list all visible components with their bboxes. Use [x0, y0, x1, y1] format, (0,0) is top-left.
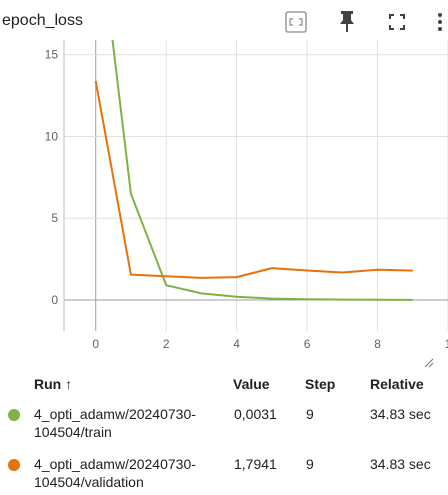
run-value: 0,0031 — [234, 406, 277, 422]
x-tick-label: 2 — [163, 337, 170, 351]
series-line[interactable] — [94, 80, 413, 279]
y-tick-label: 5 — [51, 211, 58, 225]
run-relative: 34.83 sec — [370, 456, 431, 472]
resize-handle-icon[interactable] — [424, 358, 434, 368]
header-value[interactable]: Value — [233, 376, 270, 392]
run-color-dot — [8, 459, 20, 471]
run-relative: 34.83 sec — [370, 406, 431, 422]
run-name: 4_opti_adamw/20240730- 104504/validation — [34, 456, 196, 490]
run-value: 1,7941 — [234, 456, 277, 472]
x-tick-label: 4 — [233, 337, 240, 351]
more-options-button[interactable] — [424, 6, 448, 38]
x-tick-label: 8 — [374, 337, 381, 351]
x-tick-label: 6 — [304, 337, 311, 351]
series-line[interactable] — [96, 40, 413, 301]
run-color-dot — [8, 409, 20, 421]
pin-button[interactable] — [331, 6, 363, 38]
fullscreen-button[interactable] — [381, 6, 413, 38]
y-tick-label: 10 — [45, 129, 59, 143]
loss-chart[interactable]: 024681051015 — [0, 40, 448, 380]
header-step[interactable]: Step — [305, 376, 336, 392]
run-step: 9 — [306, 406, 314, 422]
table-row[interactable]: 4_opti_adamw/20240730- 104504/train 0,00… — [0, 405, 448, 445]
header-run[interactable]: Run ↑ — [34, 376, 73, 392]
fit-to-data-icon — [285, 11, 307, 33]
x-tick-label: 0 — [92, 337, 99, 351]
card-title: epoch_loss — [2, 12, 83, 29]
x-tick-label: 1 — [445, 337, 448, 351]
pin-icon — [340, 11, 354, 32]
table-row[interactable]: 4_opti_adamw/20240730- 104504/validation… — [0, 455, 448, 495]
run-step: 9 — [306, 456, 314, 472]
more-vert-icon — [438, 13, 442, 31]
y-tick-label: 15 — [45, 48, 59, 62]
fit-to-data-button[interactable] — [280, 6, 312, 38]
y-tick-label: 0 — [51, 293, 58, 307]
card-toolbar — [258, 6, 448, 38]
run-name: 4_opti_adamw/20240730- 104504/train — [34, 406, 196, 440]
header-relative[interactable]: Relative — [370, 376, 424, 392]
fullscreen-icon — [389, 14, 405, 30]
